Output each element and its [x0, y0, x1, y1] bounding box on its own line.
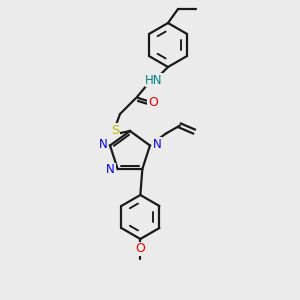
Text: O: O — [148, 97, 158, 110]
Text: N: N — [106, 164, 115, 176]
Text: S: S — [111, 124, 119, 136]
Text: N: N — [153, 138, 161, 151]
Text: O: O — [135, 242, 145, 256]
Text: HN: HN — [145, 74, 163, 86]
Text: N: N — [99, 138, 107, 151]
